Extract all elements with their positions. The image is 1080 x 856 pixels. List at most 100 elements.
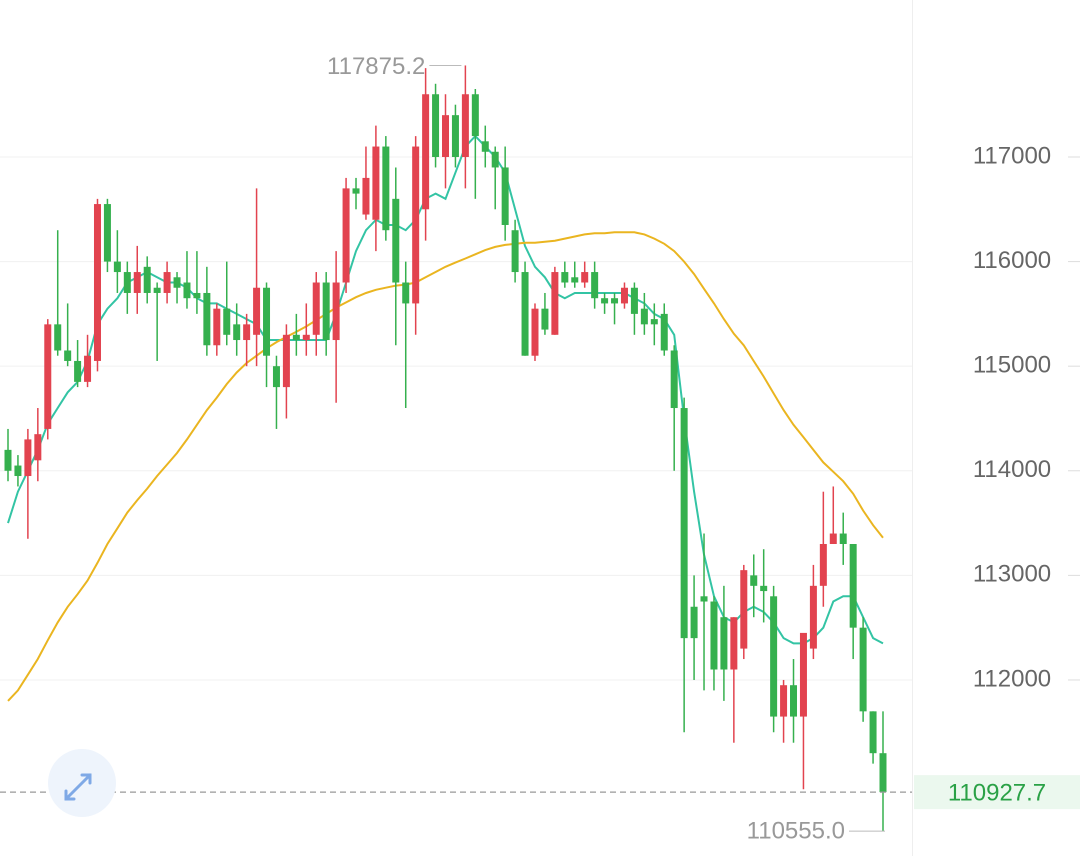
candle-body [173,277,181,288]
candle-body [571,277,579,283]
candle-body [133,272,141,293]
candle-body [700,596,708,602]
last-price-box [914,775,1080,810]
candle-body [511,230,519,273]
candle-body [770,596,778,717]
candle-body [233,324,241,341]
candle-body [471,94,479,137]
candle-body [839,533,847,544]
candle-body [103,204,111,262]
candle-body [442,115,449,157]
y-tick-label: 113000 [973,561,1051,588]
candle-body [143,266,151,293]
candle-body [780,685,788,717]
y-tick-label: 115000 [973,352,1051,379]
moving-average-line [7,134,884,645]
candle-body [799,632,807,717]
candle-body [720,617,728,670]
candle-body [263,287,271,356]
candle-body [342,188,350,283]
candle-body [44,324,52,429]
candle-body [521,272,529,356]
candle-body [183,282,191,299]
candle-body [84,355,92,382]
candle-body [14,465,22,477]
candle-body [750,575,758,586]
candle-body [34,434,42,461]
candle-body [322,282,330,341]
candle-body [153,287,161,293]
candle-body [561,272,569,283]
candle-body [392,198,400,283]
candle-body [501,167,509,225]
candle-body [790,685,798,717]
candle-body [620,287,628,304]
candle-body [591,272,599,299]
candle-body [829,533,837,544]
candle-body [243,324,251,341]
candle-body [869,711,877,754]
candle-body [292,334,300,341]
y-tick-label: 114000 [973,456,1051,483]
candle-body [660,313,668,351]
candle-body [461,94,469,157]
candle-body [24,439,32,477]
candle-body [730,617,738,670]
candle-body [680,408,688,639]
candle-body [531,308,539,356]
candle-body [382,146,390,231]
candle-body [93,204,101,361]
candle-body [690,606,698,639]
moving-averages [7,134,884,702]
candle-body [74,360,82,382]
y-tick-label: 117000 [973,142,1051,169]
expand-button[interactable] [48,749,116,817]
candle-body [551,272,559,335]
candle-body [601,298,609,304]
candle-body [740,570,748,649]
y-tick-label: 116000 [973,247,1051,274]
candle-body [879,753,887,793]
candle-body [332,282,340,341]
max-label: 117875.2 [327,53,425,80]
candle-body [302,334,310,341]
candle-body [402,282,410,304]
candle-body [670,350,678,409]
candle-body [650,319,658,325]
candle-body [223,308,231,335]
moving-average-line [7,231,884,702]
candle-body [581,272,589,283]
candle-body [760,585,768,592]
candle-body [422,94,430,210]
candle-body [611,298,619,304]
candle-body [541,308,549,330]
candle-body [312,282,320,335]
candle-body [193,292,201,299]
candle-body [819,543,827,586]
candle-body [710,601,718,670]
last-price-label: 110927.7 [948,779,1046,806]
min-label: 110555.0 [747,817,845,844]
y-tick-label: 112000 [973,665,1051,692]
candle-body [123,272,131,293]
candle-body [253,287,261,335]
candle-body [163,272,171,293]
candle-body [113,261,121,273]
candle-body [412,146,420,304]
candle-body [640,308,648,325]
candle-body [491,151,499,168]
candle-body [362,177,370,215]
candle-body [372,146,380,220]
candle-body [64,350,72,361]
candle-body [481,141,489,152]
candle-body [432,94,440,157]
candle-body [849,543,857,628]
candle-body [282,334,290,388]
candle-body [272,366,280,388]
candle-body [203,292,211,346]
candle-body [859,627,867,712]
candle-body [54,324,62,351]
candles [4,65,887,832]
candle-body [213,308,221,346]
candle-body [4,449,12,471]
